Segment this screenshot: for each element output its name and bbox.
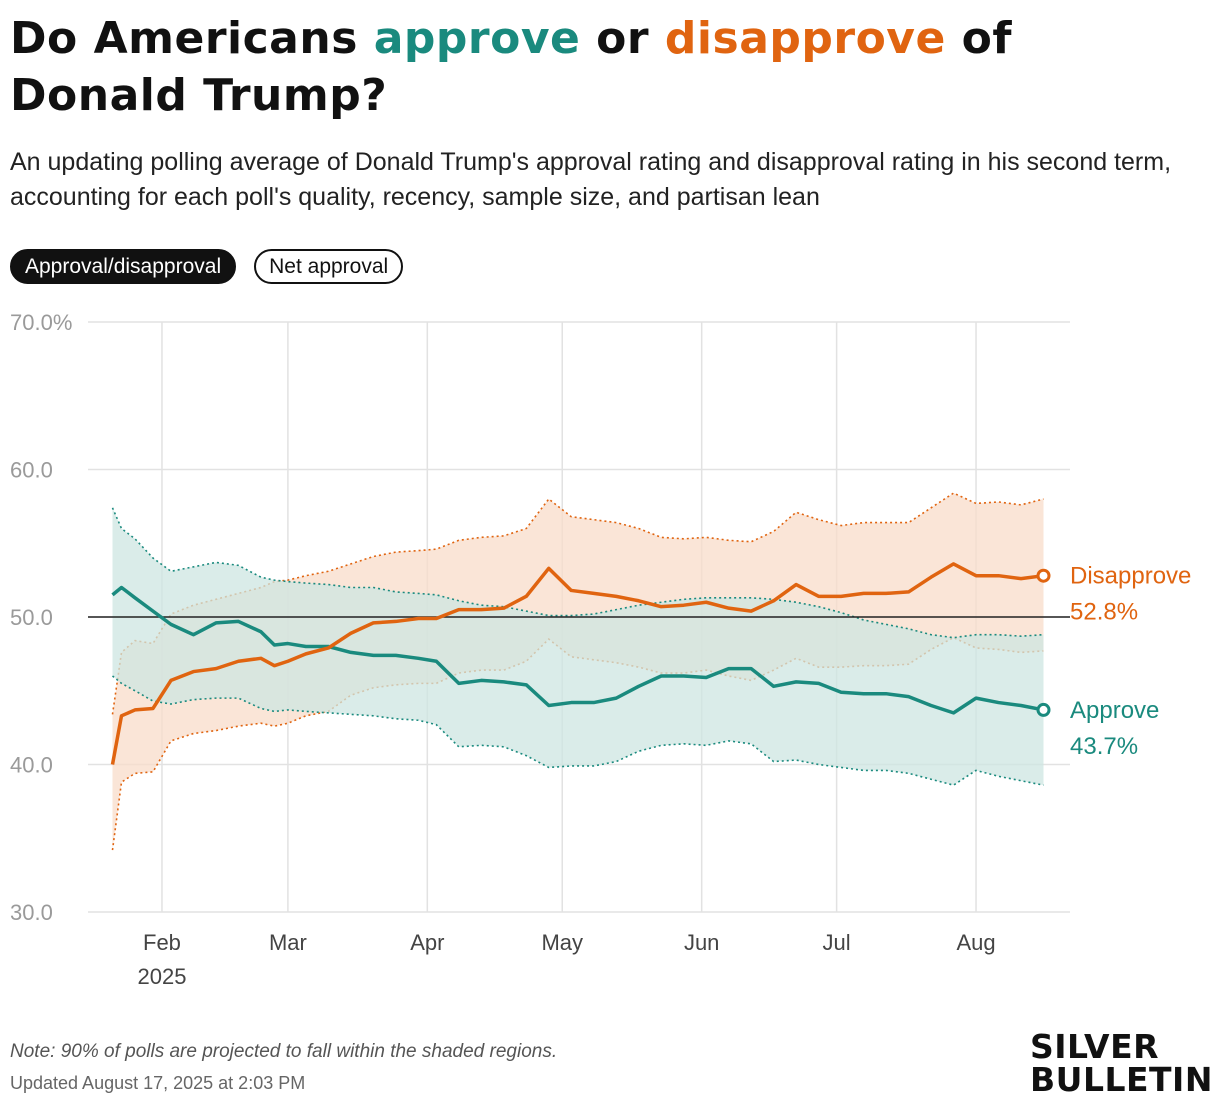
- approve-line: [111, 585, 1044, 715]
- disapprove-line: [110, 562, 1044, 765]
- x-tick-label: Jun: [684, 930, 719, 955]
- silver-bulletin-logo: SILVER BULLETIN: [1030, 1030, 1220, 1096]
- series-labels: Approve 43.7% Disapprove 52.8%: [1070, 563, 1191, 760]
- y-tick-label: 50.0: [10, 605, 53, 630]
- approval-disapproval-toggle[interactable]: Approval/disapproval: [10, 249, 237, 284]
- logo-line-1: SILVER: [1030, 1027, 1160, 1066]
- title-disapprove-word: disapprove: [664, 13, 946, 64]
- x-tick-label: Aug: [956, 930, 995, 955]
- x-tick-sublabel: 2025: [137, 964, 186, 989]
- updated-timestamp: Updated August 17, 2025 at 2:03 PM: [10, 1073, 306, 1093]
- disapprove-band: [112, 493, 1044, 851]
- approve-series-label: Approve: [1070, 697, 1159, 724]
- footnote: Note: 90% of polls are projected to fall…: [10, 1041, 558, 1062]
- x-tick-label: Feb: [143, 930, 181, 955]
- approve-endpoint: [1036, 702, 1051, 717]
- approve-value-label: 43.7%: [1070, 733, 1138, 760]
- y-tick-label: 70.0%: [10, 310, 72, 335]
- x-tick-label: May: [541, 930, 583, 955]
- chart-title: Do Americans approve or disapprove of Do…: [10, 10, 1190, 124]
- logo-line-2: BULLETIN: [1030, 1060, 1213, 1099]
- y-tick-label: 30.0: [10, 900, 53, 925]
- x-tick-label: Jul: [823, 930, 851, 955]
- view-toggle-group: Approval/disapproval Net approval: [10, 249, 404, 284]
- series-lines: [110, 562, 1044, 765]
- disapprove-endpoint: [1036, 568, 1051, 583]
- net-approval-toggle[interactable]: Net approval: [254, 249, 404, 284]
- title-part1: Do Americans: [10, 13, 374, 64]
- chart-subtitle: An updating polling average of Donald Tr…: [10, 148, 1172, 211]
- y-tick-label: 40.0: [10, 753, 53, 778]
- approve-band: [112, 507, 1044, 786]
- approve-band-lower-edge: [111, 675, 1044, 787]
- title-part3: of Donald Trump?: [10, 13, 1013, 121]
- approve-band-upper-edge: [111, 507, 1044, 639]
- approval-chart: 70.0% 60.0 50.0 40.0 30.0 Feb 2025 Mar Apr May Ju…: [10, 310, 1191, 989]
- uncertainty-bands: [111, 492, 1044, 851]
- y-tick-labels: 70.0% 60.0 50.0 40.0 30.0: [10, 310, 72, 925]
- title-part2: or: [580, 13, 665, 64]
- y-tick-label: 60.0: [10, 458, 53, 483]
- x-tick-labels: Feb 2025 Mar Apr May Jun Jul Aug: [137, 930, 995, 989]
- title-approve-word: approve: [373, 13, 581, 64]
- series-endpoints: [1036, 568, 1051, 717]
- x-tick-label: Apr: [410, 930, 444, 955]
- disapprove-series-label: Disapprove: [1070, 563, 1191, 590]
- x-tick-label: Mar: [269, 930, 307, 955]
- disapprove-value-label: 52.8%: [1070, 599, 1138, 626]
